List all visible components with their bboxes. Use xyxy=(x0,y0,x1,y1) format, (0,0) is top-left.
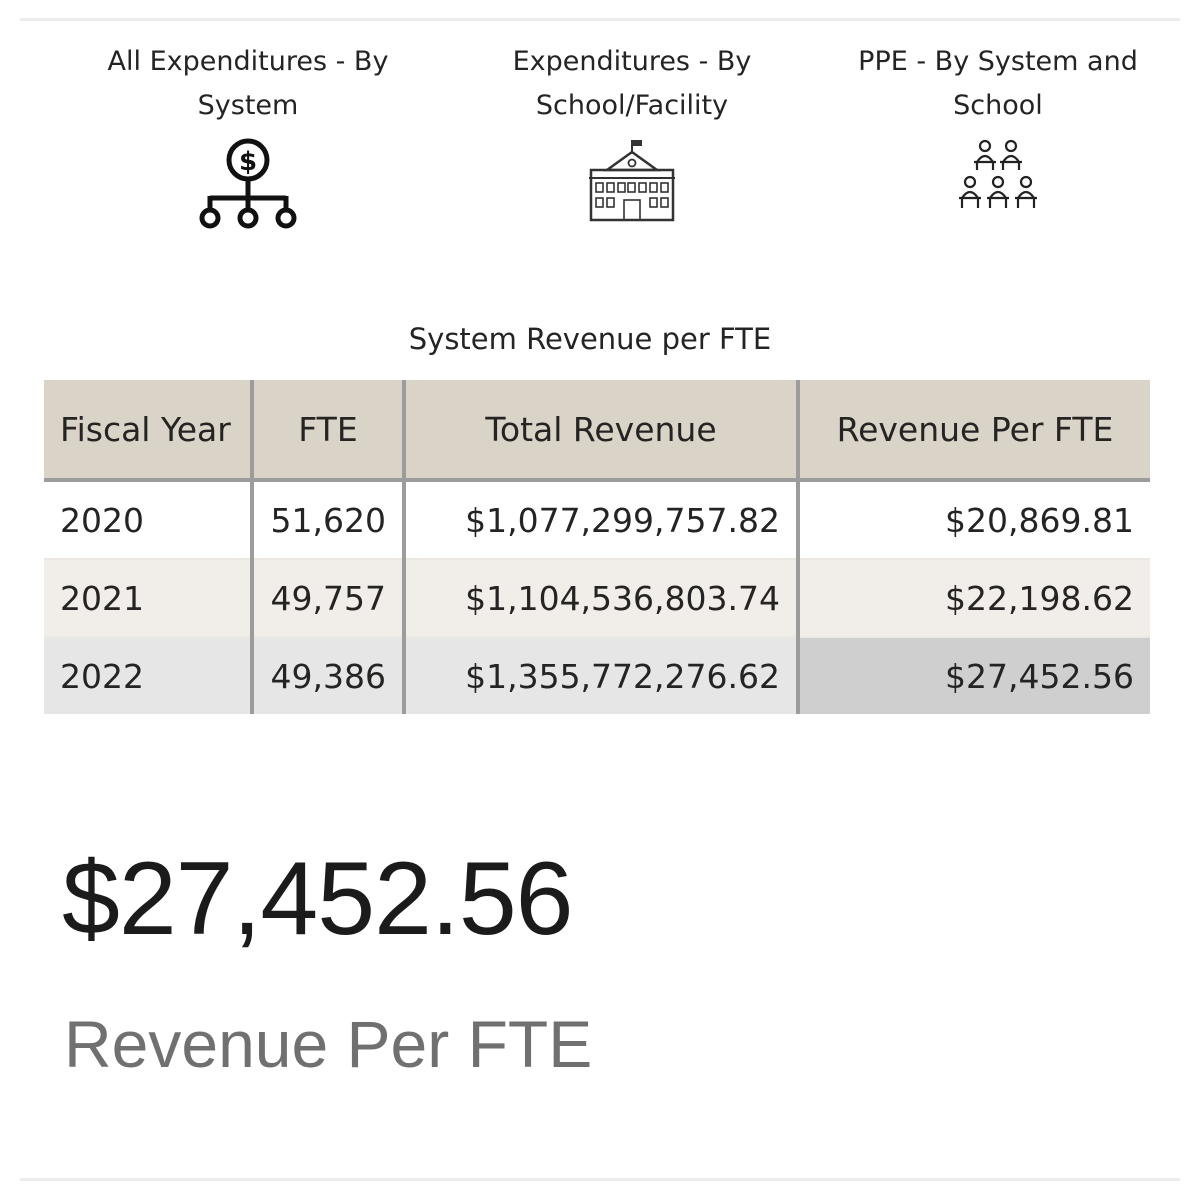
cell-fiscal-year: 2020 xyxy=(44,480,252,559)
nav-tile-expenditures-by-school[interactable]: Expenditures - By School/Facility xyxy=(462,40,802,240)
top-divider xyxy=(20,18,1180,21)
classroom-students-icon xyxy=(959,139,1037,208)
cell-fte: 49,757 xyxy=(250,558,404,637)
table-row[interactable]: 2020 51,620 $1,077,299,757.82 $20,869.81 xyxy=(44,480,1150,559)
cell-fte: 49,386 xyxy=(250,636,404,714)
school-building-icon xyxy=(589,140,675,222)
column-header-fiscal-year[interactable]: Fiscal Year xyxy=(44,380,252,482)
nav-tile-label: All Expenditures - By System xyxy=(107,46,389,121)
cell-revenue-per-fte: $22,198.62 xyxy=(796,558,1150,637)
cell-fiscal-year: 2021 xyxy=(44,558,252,637)
bottom-divider xyxy=(20,1178,1180,1181)
cell-fte: 51,620 xyxy=(250,480,404,559)
cell-fiscal-year: 2022 xyxy=(44,636,252,714)
kpi-card-label: Revenue Per FTE xyxy=(64,1007,593,1081)
svg-text:$: $ xyxy=(239,147,257,177)
column-header-revenue-per-fte[interactable]: Revenue Per FTE xyxy=(796,380,1150,482)
table-header-row: Fiscal Year FTE Total Revenue Revenue Pe… xyxy=(44,380,1150,482)
revenue-per-fte-table: Fiscal Year FTE Total Revenue Revenue Pe… xyxy=(44,380,1150,714)
table-title: System Revenue per FTE xyxy=(408,322,772,356)
nav-tile-ppe-by-system-school[interactable]: PPE - By System and School xyxy=(828,40,1168,240)
table-row[interactable]: 2021 49,757 $1,104,536,803.74 $22,198.62 xyxy=(44,558,1150,637)
table-row-selected[interactable]: 2022 49,386 $1,355,772,276.62 $27,452.56 xyxy=(44,636,1150,714)
cell-total-revenue: $1,355,772,276.62 xyxy=(402,636,798,714)
cell-revenue-per-fte: $27,452.56 xyxy=(796,636,1150,714)
column-header-total-revenue[interactable]: Total Revenue xyxy=(402,380,798,482)
column-header-fte[interactable]: FTE xyxy=(250,380,404,482)
nav-tile-expenditures-by-system[interactable]: All Expenditures - By System $ xyxy=(78,40,418,240)
money-hierarchy-icon: $ xyxy=(199,138,297,229)
cell-total-revenue: $1,104,536,803.74 xyxy=(402,558,798,637)
kpi-card-value: $27,452.56 xyxy=(62,841,574,957)
nav-tile-label: PPE - By System and School xyxy=(858,46,1138,121)
nav-tile-label: Expenditures - By School/Facility xyxy=(512,46,752,121)
cell-total-revenue: $1,077,299,757.82 xyxy=(402,480,798,559)
cell-revenue-per-fte: $20,869.81 xyxy=(796,480,1150,559)
